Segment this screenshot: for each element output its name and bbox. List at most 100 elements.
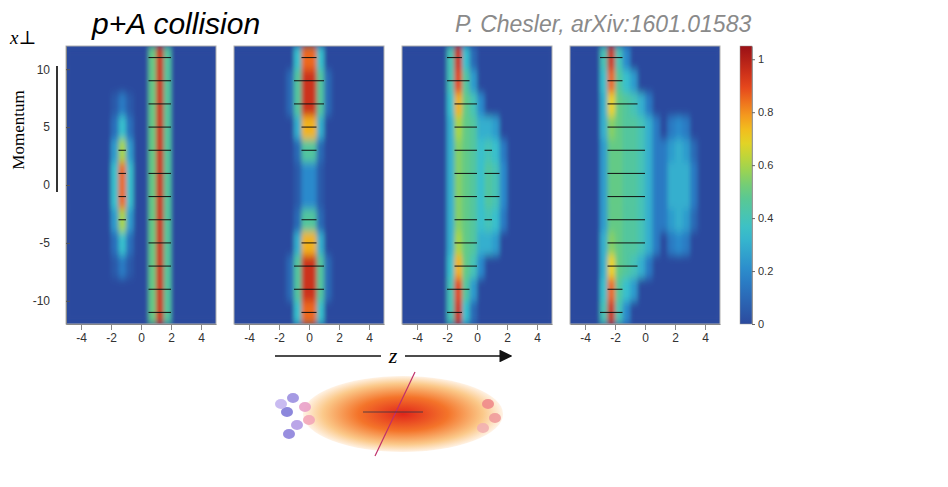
tick-mark	[66, 243, 70, 244]
tick-mark	[339, 324, 340, 330]
heatmap-cell	[425, 46, 433, 70]
heatmap-cell	[354, 278, 362, 302]
heatmap-cell	[660, 255, 668, 279]
heatmap-cell	[279, 255, 287, 279]
heatmap-cell	[81, 139, 89, 163]
heatmap-cell	[171, 139, 179, 163]
heatmap-cell	[530, 278, 538, 302]
heatmap-cell	[369, 69, 377, 93]
heatmap-cell	[126, 278, 134, 302]
flow-line	[149, 150, 172, 151]
tick-label: 5	[43, 120, 50, 134]
heatmap-cell	[668, 255, 676, 279]
heatmap-cell	[209, 208, 217, 232]
flow-line	[294, 266, 324, 267]
tick-label: 0.2	[758, 265, 773, 277]
heatmap-cell	[194, 185, 202, 209]
heatmap-cell	[249, 46, 257, 70]
heatmap-cell	[417, 116, 425, 140]
heatmap-cell	[287, 92, 295, 116]
fireball	[303, 376, 503, 452]
heatmap-cell	[713, 278, 721, 302]
heatmap-cell	[477, 185, 485, 209]
heatmap-cell	[287, 278, 295, 302]
heatmap-cell	[645, 92, 653, 116]
heatmap-cell	[249, 278, 257, 302]
heatmap-cell	[119, 92, 127, 116]
flow-line	[608, 103, 638, 104]
heatmap-cell	[104, 208, 112, 232]
flow-line	[455, 127, 478, 128]
heatmap-cell	[485, 301, 493, 324]
heatmap-cell	[545, 162, 553, 186]
heatmap-cell	[66, 69, 74, 93]
heatmap-cell	[425, 185, 433, 209]
plot-area	[66, 46, 216, 324]
heatmap-cell	[279, 231, 287, 255]
heatmap-cell	[89, 301, 97, 324]
heatmap-cell	[515, 139, 523, 163]
heatmap-cell	[653, 69, 661, 93]
tick-mark	[705, 324, 706, 330]
heatmap-cell	[264, 255, 272, 279]
tick: 10	[37, 63, 70, 77]
heatmap-cell	[485, 139, 493, 163]
heatmap-cell	[698, 278, 706, 302]
heatmap-cell	[698, 255, 706, 279]
tick: 0.2	[752, 265, 773, 277]
heatmap-cell	[272, 255, 280, 279]
field	[234, 46, 384, 324]
heatmap-cell	[570, 185, 578, 209]
heatmap-cell	[74, 116, 82, 140]
heatmap-cell	[332, 278, 340, 302]
heatmap-cell	[119, 185, 127, 209]
heatmap-cell	[111, 139, 119, 163]
heatmap-cell	[242, 116, 250, 140]
heatmap-cell	[690, 162, 698, 186]
flow-line	[119, 150, 127, 151]
flow-line	[119, 173, 127, 174]
heatmap-cell	[675, 69, 683, 93]
heatmap-cell	[507, 231, 515, 255]
flow-line	[608, 196, 646, 197]
heatmap-cell	[537, 185, 545, 209]
heatmap-cell	[485, 92, 493, 116]
heatmap-cell	[515, 69, 523, 93]
heatmap-cell	[179, 301, 187, 324]
heatmap-cell	[347, 46, 355, 70]
heatmap-cell	[347, 116, 355, 140]
heatmap-cell	[440, 208, 448, 232]
heatmap-cell	[287, 185, 295, 209]
heatmap-cell	[660, 139, 668, 163]
heatmap-cell	[126, 116, 134, 140]
flow-line	[119, 196, 127, 197]
heatmap-cell	[585, 92, 593, 116]
heatmap-cell	[81, 92, 89, 116]
heatmap-cell	[96, 116, 104, 140]
heatmap-cell	[179, 185, 187, 209]
plot-frame	[234, 46, 384, 324]
heatmap-cell	[89, 139, 97, 163]
field	[402, 46, 552, 324]
x-axis-title: z	[388, 343, 398, 368]
flow-line	[608, 266, 638, 267]
heatmap-cell	[432, 208, 440, 232]
heatmap-cell	[683, 301, 691, 324]
heatmap-cell	[74, 139, 82, 163]
heatmap-cell	[179, 92, 187, 116]
heatmap-cell	[462, 46, 470, 70]
heatmap-cell	[209, 162, 217, 186]
nucleon	[275, 399, 287, 409]
heatmap-cell	[545, 301, 553, 324]
heatmap-cell	[705, 139, 713, 163]
heatmap-cell	[104, 162, 112, 186]
axis-line	[752, 47, 753, 325]
heatmap-cell	[324, 139, 332, 163]
heatmap-cell	[653, 231, 661, 255]
heatmap-cell	[249, 301, 257, 324]
heatmap-cell	[362, 92, 370, 116]
heatmap-cell	[492, 46, 500, 70]
tick-label: -2	[274, 331, 285, 345]
tick: -2	[106, 324, 117, 345]
heatmap-cell	[690, 69, 698, 93]
